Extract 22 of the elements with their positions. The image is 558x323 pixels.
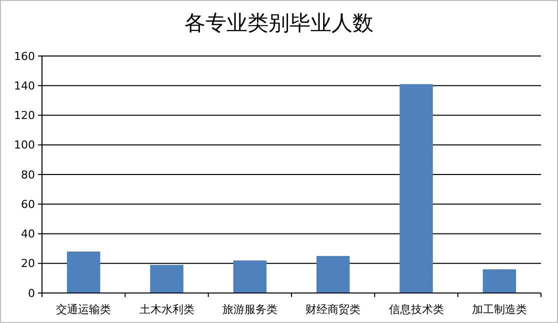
x-tick-label: 加工制造类 (472, 303, 527, 316)
y-tick-label: 20 (21, 257, 35, 270)
y-tick-label: 120 (14, 109, 35, 122)
x-tick-label: 土木水利类 (139, 303, 194, 316)
bar (150, 264, 184, 293)
bar (400, 84, 433, 293)
y-tick-label: 60 (21, 198, 35, 211)
x-tick-label: 信息技术类 (388, 303, 444, 316)
bar (482, 269, 516, 293)
y-tick-label: 140 (14, 79, 35, 92)
chart-title: 各专业类别毕业人数 (184, 11, 374, 35)
y-tick-label: 100 (14, 138, 35, 152)
y-tick-label: 160 (14, 50, 35, 63)
y-tick-label: 40 (21, 228, 35, 241)
x-tick-label: 旅游服务类 (222, 303, 278, 316)
x-tick-label: 财经商贸类 (306, 303, 361, 316)
y-tick-label: 80 (21, 168, 35, 182)
bar (233, 260, 267, 293)
bar (316, 256, 350, 293)
y-tick-label: 0 (28, 286, 35, 300)
x-tick-label: 交通运输类 (56, 303, 112, 316)
bar (66, 252, 100, 293)
